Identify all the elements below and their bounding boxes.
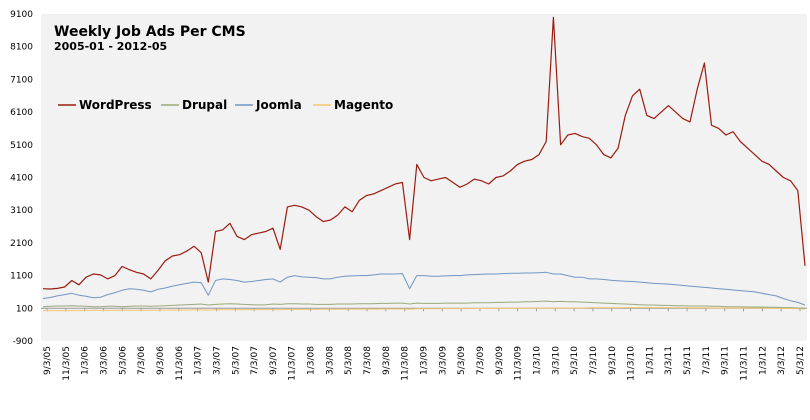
y-tick-label: 7100 [10, 75, 33, 85]
x-tick-label: 1/3/10 [532, 346, 542, 375]
x-tick-label: 9/3/05 [43, 346, 53, 375]
x-tick-label: 5/3/07 [231, 346, 241, 375]
x-tick-label: 11/3/11 [740, 346, 750, 381]
x-tick-label: 7/3/06 [137, 346, 147, 375]
y-tick-label: 3100 [10, 206, 33, 216]
x-tick-label: 7/3/10 [589, 346, 599, 375]
x-tick-label: 3/3/12 [777, 346, 787, 375]
y-tick-label: 2100 [10, 239, 33, 249]
x-tick-label: 11/3/10 [627, 346, 637, 381]
x-tick-label: 3/3/11 [664, 346, 674, 375]
y-tick-label: 6100 [10, 108, 33, 118]
x-tick-label: 1/3/12 [758, 346, 768, 375]
x-tick-label: 9/3/09 [495, 346, 505, 375]
x-tick-label: 9/3/06 [156, 346, 166, 375]
chart-title: Weekly Job Ads Per CMS [54, 24, 246, 40]
legend-label-joomla: Joomla [255, 98, 302, 112]
x-tick-label: 7/3/09 [476, 346, 486, 375]
x-tick-label: 5/3/11 [683, 346, 693, 375]
x-tick-label: 7/3/07 [250, 346, 260, 375]
x-tick-label: 1/3/06 [81, 346, 91, 375]
x-tick-label: 3/3/07 [212, 346, 222, 375]
x-tick-label: 5/3/06 [118, 346, 128, 375]
x-tick-label: 9/3/08 [382, 346, 392, 375]
chart-subtitle: 2005-01 - 2012-05 [54, 40, 167, 53]
y-tick-label: 1100 [10, 272, 33, 282]
x-tick-label: 11/3/08 [401, 346, 411, 381]
y-tick-label: 8100 [10, 43, 33, 53]
y-tick-label: 100 [16, 304, 33, 314]
x-tick-label: 5/3/09 [457, 346, 467, 375]
x-tick-label: 3/3/10 [551, 346, 561, 375]
series-line-wordpress [42, 16, 806, 290]
x-tick-label: 9/3/07 [269, 346, 279, 375]
y-tick-label: -900 [13, 337, 34, 347]
series-line-drupal [42, 300, 806, 309]
x-tick-label: 9/3/11 [721, 346, 731, 375]
x-tick-label: 7/3/11 [702, 346, 712, 375]
legend-label-magento: Magento [334, 98, 393, 112]
series-line-joomla [42, 271, 806, 306]
x-tick-label: 3/3/09 [438, 346, 448, 375]
legend: WordPress Drupal Joomla Magento [58, 98, 393, 112]
legend-label-drupal: Drupal [182, 98, 227, 112]
x-axis: 9/3/05 11/3/05 1/3/06 3/3/06 5/3/06 7/3/06 9/3… [43, 308, 806, 381]
legend-label-wordpress: WordPress [79, 98, 152, 112]
y-axis: -900 100 1100 2100 3100 4100 5100 6100 7100 8100 9… [10, 10, 807, 347]
x-tick-label: 5/3/08 [344, 346, 354, 375]
x-tick-label: 1/3/11 [645, 346, 655, 375]
x-tick-label: 11/3/07 [288, 346, 298, 381]
x-tick-label: 7/3/08 [363, 346, 373, 375]
series-line-magento [43, 307, 806, 312]
x-tick-label: 11/3/09 [514, 346, 524, 381]
y-tick-label: 9100 [10, 10, 33, 20]
x-tick-label: 11/3/06 [175, 346, 185, 381]
y-tick-label: 5100 [10, 141, 33, 151]
series-layer [42, 16, 806, 312]
x-tick-label: 5/3/10 [570, 346, 580, 375]
x-tick-label: 1/3/07 [194, 346, 204, 375]
x-tick-label: 1/3/08 [307, 346, 317, 375]
x-tick-label: 9/3/10 [608, 346, 618, 375]
x-tick-label: 3/3/08 [325, 346, 335, 375]
y-tick-label: 4100 [10, 174, 33, 184]
x-tick-label: 1/3/09 [420, 346, 430, 375]
x-tick-label: 3/3/06 [99, 346, 109, 375]
x-tick-label: 11/3/05 [62, 346, 72, 381]
x-tick-label: 5/3/12 [796, 346, 806, 375]
